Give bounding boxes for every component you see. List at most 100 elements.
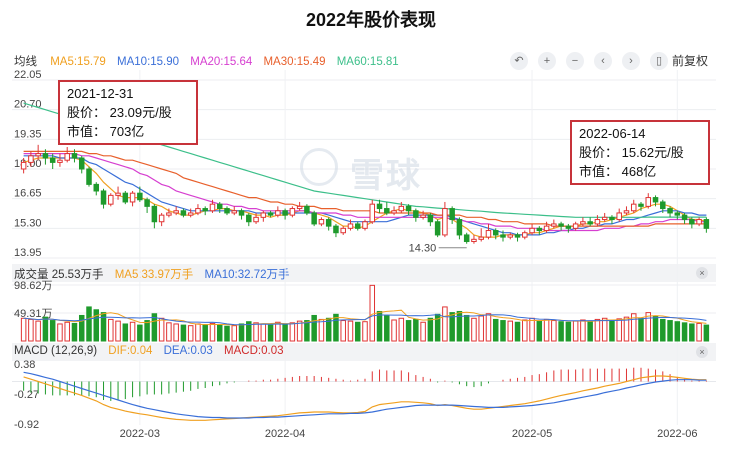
candle-body bbox=[340, 227, 346, 234]
volume-bar bbox=[572, 320, 579, 342]
zoom-out-icon[interactable]: − bbox=[566, 52, 584, 70]
candle-body bbox=[187, 212, 194, 216]
volume-bar bbox=[253, 322, 259, 342]
volume-bar bbox=[543, 318, 550, 342]
volume-bar bbox=[282, 323, 288, 342]
candle-body bbox=[35, 153, 41, 157]
volume-legend: 成交量 25.53万手 MA5:33.97万手 MA10:32.72万手 bbox=[14, 266, 298, 282]
prev-icon[interactable]: ‹ bbox=[594, 52, 612, 70]
candle-body bbox=[442, 208, 448, 236]
candle-body bbox=[492, 230, 499, 236]
candle-body bbox=[434, 221, 441, 236]
volume-bar bbox=[289, 322, 296, 342]
volume-tick-label: 49.31万 bbox=[14, 308, 53, 320]
ma-label: 均线 bbox=[14, 56, 37, 68]
candle-body bbox=[660, 201, 666, 210]
candle-body bbox=[20, 161, 27, 170]
volume-bar bbox=[86, 306, 92, 342]
price-tick-label: 19.35 bbox=[14, 128, 42, 140]
volume-bar bbox=[304, 320, 310, 342]
dif-line bbox=[23, 375, 707, 421]
x-tick-label: 2022-06 bbox=[657, 428, 697, 440]
volume-bar bbox=[471, 317, 477, 342]
volume-bar bbox=[362, 321, 368, 342]
close-macd-icon[interactable]: × bbox=[696, 346, 708, 358]
candle-body bbox=[427, 214, 434, 223]
volume-bar bbox=[536, 320, 543, 342]
dif-legend: DIF:0.04 bbox=[108, 345, 153, 357]
price-tick-label: 16.65 bbox=[14, 188, 42, 200]
candle-body bbox=[260, 212, 267, 218]
volume-bar bbox=[42, 316, 49, 342]
volume-bar bbox=[580, 319, 586, 342]
close-volume-icon[interactable]: × bbox=[696, 267, 708, 279]
volume-bar bbox=[500, 320, 506, 342]
candle-body bbox=[144, 199, 150, 207]
candle-body bbox=[565, 225, 572, 229]
volume-bar bbox=[224, 325, 230, 342]
volume-bar bbox=[681, 322, 688, 342]
volume-bar bbox=[492, 318, 499, 342]
ma10-legend: MA10:15.90 bbox=[117, 56, 180, 68]
volume-bar bbox=[57, 323, 63, 342]
price-tick-label: 18.00 bbox=[14, 158, 42, 170]
volume-ma5-line bbox=[23, 309, 707, 326]
candle-body bbox=[630, 203, 637, 212]
volume-bar bbox=[173, 323, 179, 342]
volume-bar bbox=[238, 323, 245, 342]
volume-bar bbox=[333, 313, 339, 342]
volume-legend-strip: 成交量 25.53万手 MA5:33.97万手 MA10:32.72万手 × bbox=[12, 264, 716, 282]
candle-body bbox=[514, 234, 521, 238]
candle-body bbox=[638, 203, 644, 207]
price-tick-label: 15.30 bbox=[14, 217, 42, 229]
macd-legend: MACD (12,26,9) DIF:0.04 DEA:0.03 MACD:0.… bbox=[14, 345, 291, 357]
volume-bar bbox=[311, 314, 317, 342]
volume-bar bbox=[522, 319, 528, 342]
callout-end-cap: 市值： 468亿 bbox=[579, 164, 657, 179]
undo-icon[interactable]: ↶ bbox=[510, 52, 528, 70]
candle-body bbox=[580, 221, 586, 225]
next-icon[interactable]: › bbox=[622, 52, 640, 70]
zoom-in-icon[interactable]: + bbox=[538, 52, 556, 70]
candle-body bbox=[137, 192, 143, 201]
candle-icon[interactable]: ▯ bbox=[650, 52, 668, 70]
candle-body bbox=[195, 208, 201, 214]
volume-bar bbox=[180, 324, 187, 342]
watermark: 雪球 bbox=[350, 157, 422, 195]
chart-title: 2022年股价表现 bbox=[305, 10, 437, 30]
candle-body bbox=[347, 223, 354, 229]
candle-body bbox=[696, 219, 702, 225]
candle-body bbox=[289, 208, 296, 216]
volume-bar bbox=[49, 320, 56, 342]
volume-bar bbox=[420, 321, 426, 342]
candle-body bbox=[100, 190, 107, 205]
dea-legend: DEA:0.03 bbox=[163, 345, 213, 357]
ma30-legend: MA30:15.49 bbox=[263, 56, 326, 68]
candle-body bbox=[93, 183, 100, 192]
candle-body bbox=[108, 194, 114, 205]
volume-bar bbox=[478, 315, 484, 342]
candle-body bbox=[609, 216, 615, 221]
macd-tick-label: -0.92 bbox=[14, 419, 39, 431]
volume-bar bbox=[260, 323, 267, 342]
candle-body bbox=[652, 197, 659, 203]
candle-body bbox=[391, 210, 397, 214]
adjust-button[interactable]: 前复权 bbox=[672, 54, 709, 68]
callout-start-cap: 市值： 703亿 bbox=[67, 124, 145, 139]
volume-bar bbox=[129, 321, 136, 342]
volume-bar bbox=[434, 313, 441, 342]
volume-label: 成交量 25.53万手 bbox=[14, 269, 104, 281]
volume-bar bbox=[652, 315, 659, 342]
volume-bar bbox=[144, 320, 150, 342]
volume-bar bbox=[485, 313, 492, 342]
volume-bar bbox=[405, 320, 412, 342]
volume-bar bbox=[216, 324, 223, 342]
volume-bar bbox=[609, 320, 615, 342]
candle-body bbox=[253, 216, 259, 223]
ma5-legend: MA5:15.79 bbox=[50, 56, 106, 68]
candle-body bbox=[384, 208, 390, 214]
volume-bar bbox=[20, 317, 27, 342]
volume-bar bbox=[703, 324, 710, 342]
volume-bar bbox=[137, 324, 143, 342]
candle-body bbox=[151, 205, 158, 223]
